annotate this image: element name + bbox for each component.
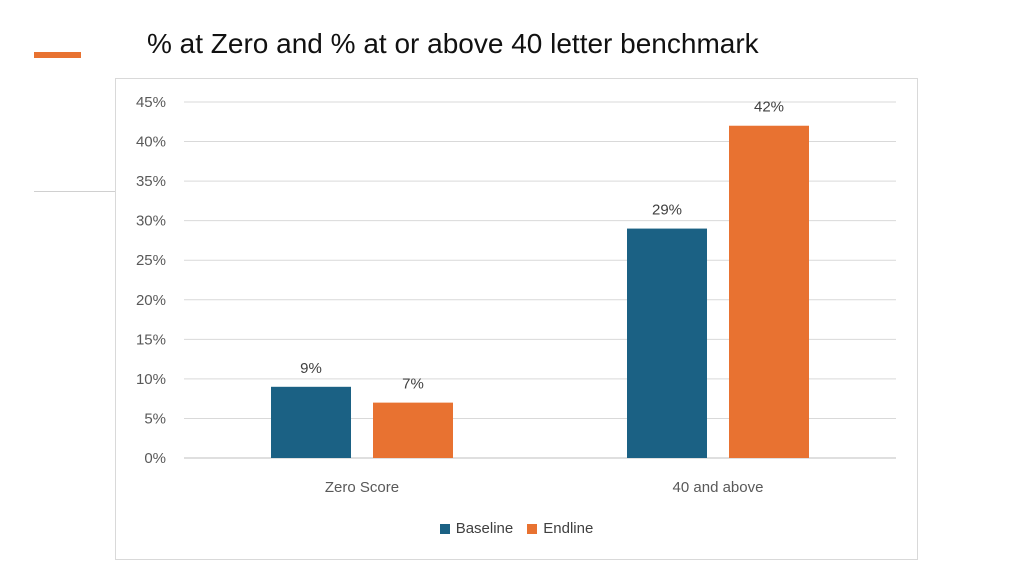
y-tick-label: 15% (136, 331, 166, 348)
legend-label: Endline (543, 520, 594, 537)
data-label: 42% (754, 99, 784, 116)
bar-baseline-1 (627, 228, 707, 458)
x-category-label: Zero Score (325, 479, 399, 496)
data-label: 9% (300, 360, 322, 377)
bar-baseline-0 (271, 386, 351, 458)
bar-endline-1 (729, 125, 809, 458)
title-accent-bar (34, 52, 81, 58)
bar-endline-0 (373, 402, 453, 458)
y-tick-label: 5% (144, 410, 166, 427)
y-tick-label: 45% (136, 94, 166, 111)
chart-frame: 0% 5% 10% 15% 20% 25% 30% 35% 40% 45% 9% 7% Zero Sco… (115, 78, 918, 560)
y-tick-label: 30% (136, 213, 166, 230)
y-tick-label: 35% (136, 173, 166, 190)
legend-item-endline: Endline (527, 520, 593, 537)
slide-title: % at Zero and % at or above 40 letter be… (147, 28, 759, 59)
x-category-label: 40 and above (673, 479, 764, 496)
data-label: 7% (402, 376, 424, 393)
legend-label: Baseline (455, 520, 514, 537)
data-label: 29% (652, 202, 682, 219)
chart-legend: Baseline Endline (116, 520, 917, 537)
legend-item-baseline: Baseline (439, 520, 514, 537)
legend-swatch (439, 523, 450, 534)
y-tick-label: 20% (136, 292, 166, 309)
divider-line (34, 191, 116, 192)
bar-chart: 0% 5% 10% 15% 20% 25% 30% 35% 40% 45% 9% 7% Zero Sco… (136, 94, 896, 496)
y-tick-label: 25% (136, 252, 166, 269)
legend-swatch (527, 523, 538, 534)
y-tick-label: 0% (144, 450, 166, 467)
y-tick-label: 10% (136, 371, 166, 388)
y-tick-label: 40% (136, 134, 166, 151)
